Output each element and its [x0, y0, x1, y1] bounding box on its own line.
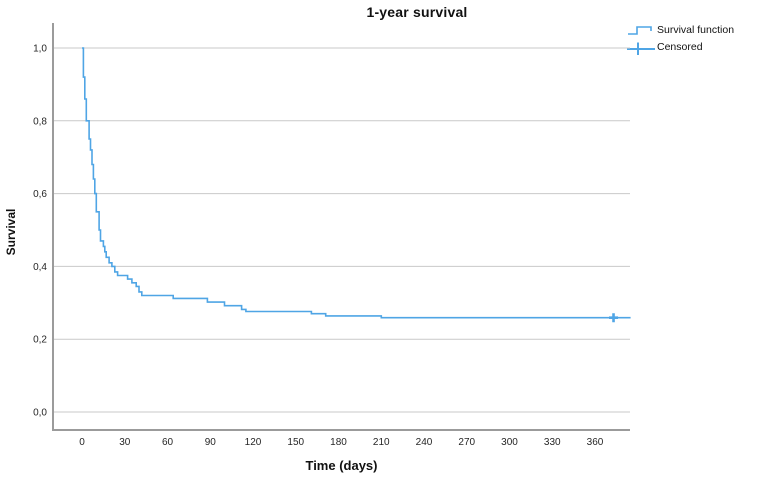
x-tick-label: 240: [416, 437, 433, 448]
censored-marker: [609, 313, 619, 323]
y-tick-label: 0,6: [33, 189, 47, 200]
y-tick-label: 0,2: [33, 335, 47, 346]
legend-label-censored: Censored: [657, 41, 703, 53]
y-tick-label: 0,8: [33, 116, 47, 127]
x-tick-label: 180: [330, 437, 347, 448]
x-tick-label: 90: [205, 437, 217, 448]
survival-curve: [82, 47, 631, 319]
y-tick-label: 0,0: [33, 408, 47, 419]
x-tick-label: 210: [373, 437, 390, 448]
chart-title: 1-year survival: [366, 4, 468, 20]
x-tick-label: 60: [162, 437, 174, 448]
x-tick-label: 270: [458, 437, 475, 448]
x-tick-label: 120: [245, 437, 262, 448]
legend-item-survival-function: Survival function: [627, 22, 734, 39]
x-tick-label: 150: [287, 437, 304, 448]
x-tick-label: 30: [119, 437, 131, 448]
plus-marker-icon: [627, 42, 655, 55]
y-tick-label: 1,0: [33, 44, 47, 55]
step-line-icon: [628, 25, 652, 35]
x-axis-title: Time (days): [305, 458, 378, 473]
x-tick-label: 360: [587, 437, 604, 448]
legend: Survival function Censored: [627, 22, 734, 56]
x-tick-label: 300: [501, 437, 518, 448]
legend-item-censored: Censored: [627, 39, 734, 56]
x-tick-label: 330: [544, 437, 561, 448]
legend-label-survival-function: Survival function: [657, 24, 735, 36]
x-tick-label: 0: [79, 437, 85, 448]
y-tick-label: 0,4: [33, 262, 47, 273]
